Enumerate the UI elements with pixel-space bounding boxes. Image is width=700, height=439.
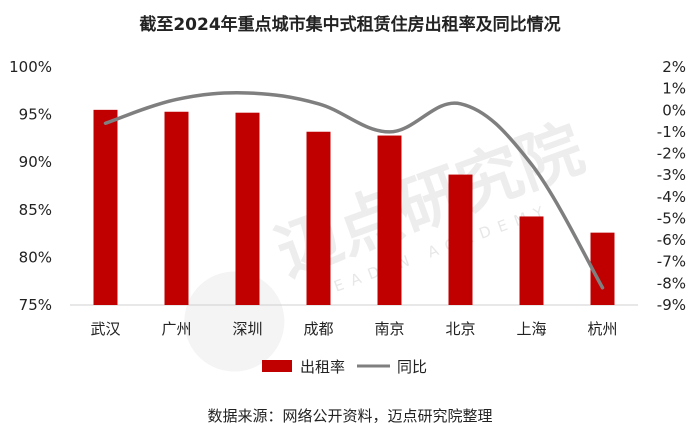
category-label: 上海 xyxy=(516,320,546,338)
bar xyxy=(590,232,615,305)
bars xyxy=(93,109,615,305)
bar xyxy=(306,131,331,305)
right-tick-label: -1% xyxy=(657,123,686,141)
line-path xyxy=(103,91,605,290)
category-label: 深圳 xyxy=(232,320,262,338)
category-label: 南京 xyxy=(374,320,404,338)
right-tick-label: 2% xyxy=(662,58,686,76)
legend-line-label: 同比 xyxy=(397,358,427,376)
bar xyxy=(164,111,189,305)
category-label: 北京 xyxy=(445,320,475,338)
left-tick-label: 85% xyxy=(19,201,52,219)
right-tick-label: -3% xyxy=(657,166,686,184)
right-tick-label: -8% xyxy=(657,274,686,292)
left-tick-label: 100% xyxy=(9,58,52,76)
category-label: 成都 xyxy=(303,320,333,338)
category-label: 广州 xyxy=(161,320,191,338)
left-tick-label: 90% xyxy=(19,153,52,171)
bar xyxy=(235,112,260,305)
bar xyxy=(519,216,544,305)
source-note: 数据来源：网络公开资料，迈点研究院整理 xyxy=(207,407,492,425)
right-tick-label: 1% xyxy=(662,80,686,98)
category-label: 杭州 xyxy=(587,320,617,338)
left-axis: 100% 95% 90% 85% 80% 75% xyxy=(9,58,52,314)
category-label: 武汉 xyxy=(90,320,120,338)
category-labels: 武汉 广州 深圳 成都 南京 北京 上海 杭州 xyxy=(90,320,617,338)
left-tick-label: 95% xyxy=(19,106,52,124)
right-tick-label: -9% xyxy=(657,296,686,314)
right-tick-label: -2% xyxy=(657,145,686,163)
bar xyxy=(93,109,118,305)
right-axis: 2% 1% 0% -1% -2% -3% -4% -5% -6% -7% -8% -9% xyxy=(657,58,686,314)
left-tick-label: 80% xyxy=(19,248,52,266)
chart-title: 截至2024年重点城市集中式租赁住房出租率及同比情况 xyxy=(139,14,560,35)
bar xyxy=(377,135,402,305)
right-tick-label: -4% xyxy=(657,188,686,206)
right-tick-label: -7% xyxy=(657,253,686,271)
legend: 出租率 同比 xyxy=(262,358,427,376)
right-tick-label: -6% xyxy=(657,231,686,249)
legend-bar-swatch xyxy=(262,360,292,372)
bar xyxy=(448,174,473,305)
legend-bar-label: 出租率 xyxy=(300,358,345,376)
line-series xyxy=(103,91,605,290)
left-tick-label: 75% xyxy=(19,296,52,314)
right-tick-label: 0% xyxy=(662,101,686,119)
right-tick-label: -5% xyxy=(657,209,686,227)
